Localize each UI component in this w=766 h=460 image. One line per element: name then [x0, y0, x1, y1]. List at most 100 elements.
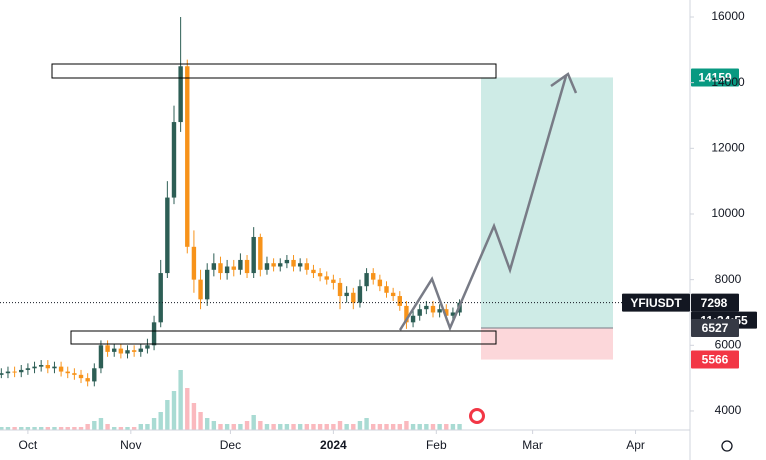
volume-bar	[65, 427, 70, 430]
candle-body	[337, 282, 343, 297]
volume-bar	[112, 427, 117, 430]
candle-body	[304, 263, 310, 270]
volume-bar	[178, 370, 183, 430]
candle-body	[65, 371, 70, 374]
candle-body	[45, 364, 51, 369]
volume-bar	[397, 424, 402, 430]
candle-body	[444, 309, 449, 316]
volume-bar	[410, 424, 416, 430]
volume-bar	[58, 427, 64, 430]
volume-bar	[331, 424, 336, 430]
volume-bar	[158, 412, 163, 430]
volume-bar	[278, 424, 283, 430]
volume-bar	[384, 424, 389, 430]
volume-bar	[218, 424, 223, 430]
candle-body	[377, 279, 383, 287]
volume-bar	[19, 427, 24, 430]
candle-body	[317, 273, 323, 277]
symbol-badge	[622, 293, 690, 312]
volume-bar	[165, 400, 170, 430]
volume-bar	[404, 421, 409, 430]
volume-bar	[357, 421, 363, 430]
settings-button[interactable]	[721, 440, 733, 452]
volume-bar	[444, 424, 449, 430]
candle-body	[198, 279, 203, 300]
candle-body	[357, 286, 363, 303]
entry-badge-label: 6527	[702, 321, 729, 335]
candle-body	[138, 348, 143, 352]
volume-bar	[171, 391, 177, 430]
volume-bar	[98, 418, 104, 430]
candle-body	[450, 312, 456, 316]
volume-bar	[297, 424, 303, 430]
volume-bar	[78, 427, 84, 430]
candle-body	[72, 373, 77, 375]
volume-bar	[264, 424, 270, 430]
candle-body	[404, 305, 409, 323]
volume-bar	[371, 424, 376, 430]
price-badges: YFIUSDT729811:34:551415965275566	[622, 68, 757, 369]
candle-body	[118, 348, 124, 354]
candle-body	[264, 263, 270, 270]
volume-bar	[317, 424, 323, 430]
candle-body	[125, 350, 130, 354]
volume-pane	[0, 370, 462, 430]
candle-body	[397, 296, 402, 306]
y-tick-label: 8000	[715, 272, 742, 286]
candle-body	[85, 378, 90, 382]
support-zone	[70, 330, 497, 345]
candle-body	[278, 263, 283, 267]
candle-body	[224, 266, 230, 274]
symbol-badge-label: YFIUSDT	[630, 296, 682, 310]
x-tick-label: 2024	[320, 438, 347, 452]
entry-badge	[691, 318, 739, 337]
candle-body	[344, 292, 349, 297]
candle-body	[390, 292, 396, 297]
volume-bar	[311, 424, 316, 430]
candle-body	[105, 345, 110, 352]
volume-bar	[131, 427, 137, 430]
candle-body	[424, 305, 429, 310]
y-tick-label: 14000	[711, 75, 745, 89]
candle-body	[324, 276, 329, 280]
volume-bar	[118, 427, 124, 430]
candle-body	[291, 259, 296, 267]
x-tick-label: Apr	[626, 438, 645, 452]
profit-zone	[481, 77, 613, 328]
volume-bar	[364, 418, 369, 430]
candle-body	[12, 371, 17, 373]
candle-body	[417, 309, 422, 316]
candle-body	[218, 263, 223, 274]
volume-bar	[437, 424, 442, 430]
candle-body	[204, 269, 210, 300]
candle-body	[351, 292, 356, 303]
candle-body	[52, 366, 57, 369]
volume-bar	[344, 424, 349, 430]
resistance-zone	[51, 63, 497, 79]
candle-body	[38, 364, 44, 367]
x-tick-label: Feb	[426, 438, 447, 452]
volume-bar	[12, 427, 17, 430]
stop-badge	[691, 350, 739, 369]
x-tick-label: Nov	[120, 438, 141, 452]
x-tick-label: Oct	[19, 438, 38, 452]
x-tick-label: Mar	[522, 438, 543, 452]
candle-body	[297, 263, 303, 267]
candle-body	[165, 197, 170, 274]
volume-bar	[0, 427, 4, 430]
volume-bar	[138, 424, 143, 430]
volume-bar	[105, 424, 110, 430]
volume-bar	[52, 427, 57, 430]
volume-bar	[258, 421, 263, 430]
candle-body	[238, 259, 243, 270]
volume-bar	[284, 424, 290, 430]
stop-badge-label: 5566	[702, 353, 729, 367]
y-tick-label: 6000	[715, 337, 742, 351]
candle-body	[430, 305, 436, 313]
y-tick-label: 16000	[711, 9, 745, 23]
volume-bar	[145, 424, 150, 430]
candle-body	[5, 371, 11, 374]
volume-bar	[92, 421, 97, 430]
y-tick-label: 10000	[711, 206, 745, 220]
